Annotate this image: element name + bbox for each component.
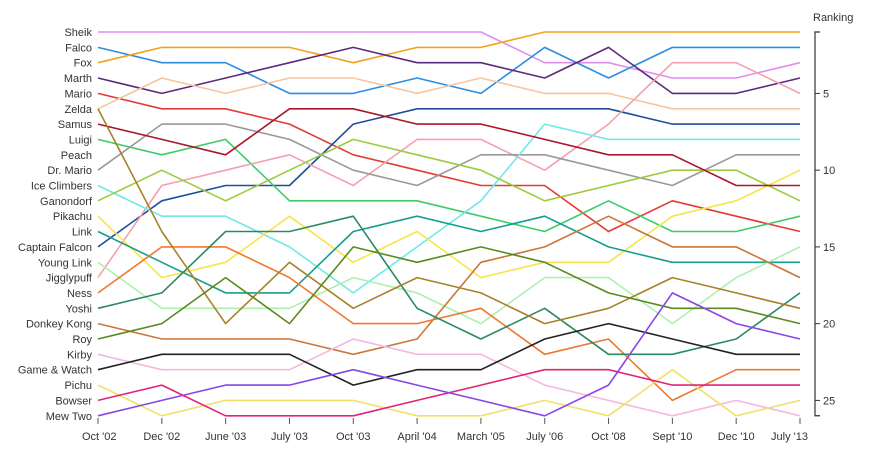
x-tick-label: July '03 [271,431,308,443]
series-label-captain-falcon: Captain Falcon [18,242,92,254]
series-label-donkey-kong: Donkey Kong [26,319,92,331]
series-label-young-link: Young Link [38,257,93,269]
x-tick-label: March '05 [457,431,505,443]
y-tick-label: 5 [823,88,829,100]
series-line-samus [97,108,800,248]
series-line-mew-two [97,292,801,417]
x-tick-label: Dec '10 [718,431,755,443]
y-tick-label: 20 [823,319,835,331]
series-label-marth: Marth [64,73,92,85]
series-line-ness [97,246,800,402]
series-label-kirby: Kirby [67,349,93,361]
series-label-luigi: Luigi [69,134,92,146]
series-label-mew-two: Mew Two [46,411,92,423]
series-label-game-watch: Game & Watch [18,365,92,377]
series-label-mario: Mario [64,88,92,100]
series-line-zelda [97,77,800,110]
series-label-fox: Fox [74,58,93,70]
series-label-ice-climbers: Ice Climbers [31,181,93,193]
series-line-mario [97,92,801,233]
series-label-roy: Roy [72,334,92,346]
series-line-kirby [97,338,801,417]
series-line-roy [97,246,801,340]
x-tick-label: June '03 [205,431,246,443]
series-line-ganondorf [97,138,801,202]
series-label-ness: Ness [67,288,93,300]
series-line-dr-mario [97,123,800,187]
series-label-samus: Samus [58,119,93,131]
series-line-game-watch [97,322,800,386]
series-label-ganondorf: Ganondorf [40,196,93,208]
series-line-peach [97,61,801,279]
y-axis: Ranking 5 10 15 20 25 [813,12,853,417]
series-line-jigglypuff [97,215,801,356]
y-tick-label: 15 [823,242,835,254]
series-label-link: Link [72,227,93,239]
series-line-captain-falcon [97,108,800,187]
x-tick-label: July '13 [771,431,808,443]
y-tick-label: 25 [823,395,835,407]
x-tick-label: Oct '02 [82,431,117,443]
series-line-fox [97,31,800,64]
x-tick-label: Oct '03 [336,431,371,443]
series-label-pichu: Pichu [64,380,92,392]
series-label-falco: Falco [65,42,92,54]
y-axis-line [814,31,820,417]
series-label-jigglypuff: Jigglypuff [46,273,93,285]
y-axis-title: Ranking [813,12,853,24]
x-tick-label: April '04 [397,431,436,443]
x-tick-label: July '06 [526,431,563,443]
series-label-sheik: Sheik [64,27,92,39]
series-line-luigi [97,138,801,233]
x-tick-label: Sept '10 [652,431,692,443]
series-labels: Sheik Falco Fox Marth Mario Zelda Samus Luigi Pe… [18,27,93,423]
series-label-peach: Peach [61,150,92,162]
x-tick-label: Oct '08 [591,431,626,443]
series-label-bowser: Bowser [55,395,92,407]
series-line-link [97,215,800,294]
series-line-sheik [98,31,801,79]
x-axis: Oct '02 Dec '02 June '03 July '03 Oct '03 Apr… [82,418,808,443]
series-label-zelda: Zelda [64,104,92,116]
series-line-marth [97,46,801,95]
series-line-donkey-kong [97,108,801,325]
series-line-yoshi [97,215,801,356]
series-lines [97,31,801,417]
series-label-pikachu: Pikachu [53,211,92,223]
series-label-dr-mario: Dr. Mario [47,165,92,177]
series-label-yoshi: Yoshi [65,303,92,315]
x-tick-label: Dec '02 [143,431,180,443]
series-line-pichu [97,368,801,417]
y-tick-label: 10 [823,165,835,177]
